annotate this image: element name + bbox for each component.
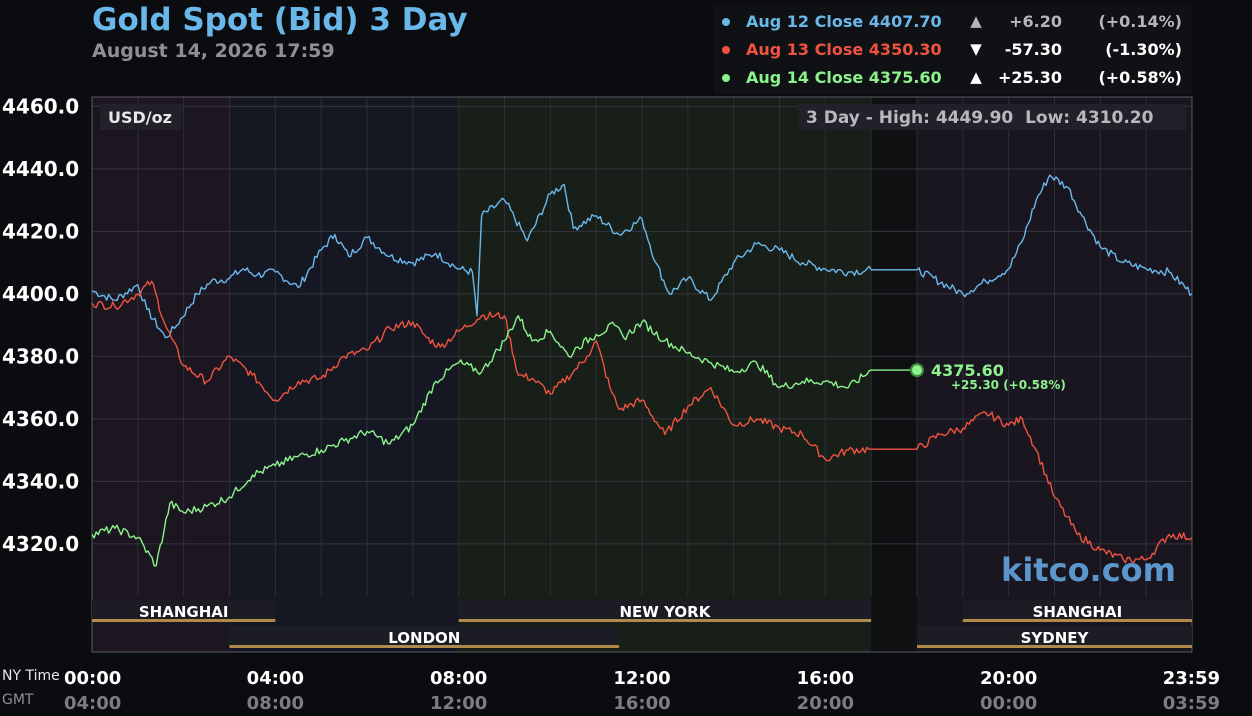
- session-bar: [962, 600, 1192, 622]
- x-tick-label-ny: 08:00: [430, 668, 487, 689]
- legend-label: Aug 12 Close 4407.70: [746, 12, 942, 31]
- x-tick-label-ny: 04:00: [247, 668, 304, 689]
- session-bar: [917, 626, 1192, 648]
- last-price-marker: 4375.60 +25.30 (+0.58%): [910, 361, 1066, 392]
- kitco-watermark: kitco.com: [1001, 551, 1176, 589]
- session-label: NEW YORK: [620, 603, 712, 621]
- y-tick-label: 4460.0: [2, 94, 79, 118]
- series-line-aug-12: [91, 174, 1193, 339]
- legend-dot-icon: [722, 74, 730, 82]
- chart-subtitle: August 14, 2026 17:59: [92, 40, 335, 62]
- stats-label: 3 Day - High: 4449.90 Low: 4310.20: [806, 108, 1154, 128]
- x-tick-label-ny: 12:00: [613, 668, 670, 689]
- session-shade: [92, 97, 230, 652]
- x-tick-label-ny: 16:00: [797, 668, 854, 689]
- legend-percent: (-1.30%): [1105, 40, 1182, 59]
- market-sessions: SHANGHAI NEW YORK SHANGHAI LONDON SYDNEY: [92, 600, 1192, 648]
- session-underline: [92, 619, 276, 622]
- unit-label: USD/oz: [108, 108, 172, 127]
- stats-label-box: [798, 104, 1186, 130]
- ny-time-caption: NY Time: [2, 668, 60, 684]
- legend-change: +6.20: [1009, 12, 1062, 31]
- session-underline: [458, 619, 872, 622]
- legend-label: Aug 14 Close 4375.60: [746, 68, 942, 87]
- series-lines: [91, 174, 1193, 567]
- legend-up-arrow-icon: ▲: [970, 12, 982, 30]
- legend-up-arrow-icon: ▲: [970, 68, 982, 86]
- x-tick-label-gmt: 04:00: [64, 693, 121, 714]
- legend-change: +25.30: [997, 68, 1062, 87]
- legend-entry-aug12: Aug 12 Close 4407.70 ▲ +6.20 (+0.14%): [714, 10, 1192, 34]
- x-tick-label-gmt: 03:59: [1163, 693, 1220, 714]
- session-label: SHANGHAI: [1033, 603, 1123, 621]
- y-tick-label: 4440.0: [2, 157, 79, 181]
- session-underline: [917, 645, 1192, 648]
- last-price-change: +25.30 (+0.58%): [951, 378, 1066, 392]
- legend-entry-aug13: Aug 13 Close 4350.30 ▼ -57.30 (-1.30%): [714, 38, 1192, 62]
- y-axis: 4320.0 4340.0 4360.0 4380.0 4400.0 4420.0 4440…: [2, 94, 79, 556]
- legend-percent: (+0.58%): [1098, 68, 1182, 87]
- session-shade: [871, 97, 917, 652]
- y-tick-label: 4400.0: [2, 282, 79, 306]
- session-underline: [962, 619, 1192, 622]
- x-tick-label-gmt: 20:00: [797, 693, 854, 714]
- session-label: SHANGHAI: [139, 603, 229, 621]
- legend-label: Aug 13 Close 4350.30: [746, 40, 942, 59]
- plot-border: [91, 96, 1193, 653]
- legend-change: -57.30: [1004, 40, 1062, 59]
- session-bar: [229, 626, 620, 648]
- x-axis: 00:00 04:00 04:00 08:00 08:00 12:00 12:00 16:00…: [64, 668, 1220, 714]
- gmt-caption: GMT: [2, 692, 34, 708]
- legend-down-arrow-icon: ▼: [970, 40, 982, 58]
- legend-dot-icon: [722, 18, 730, 26]
- x-tick-label-gmt: 16:00: [613, 693, 670, 714]
- last-price-value: 4375.60: [931, 361, 1004, 380]
- session-bar: [92, 600, 276, 622]
- x-tick-label-gmt: 12:00: [430, 693, 487, 714]
- session-bar: [458, 600, 872, 622]
- x-tick-label-gmt: 00:00: [980, 693, 1037, 714]
- session-label: SYDNEY: [1021, 629, 1090, 647]
- session-shade: [458, 97, 872, 652]
- session-label: LONDON: [388, 629, 460, 647]
- legend-percent: (+0.14%): [1098, 12, 1182, 31]
- unit-label-box: [100, 104, 182, 130]
- legend-dot-icon: [722, 46, 730, 54]
- y-tick-label: 4380.0: [2, 344, 79, 368]
- x-tick-label-ny: 20:00: [980, 668, 1037, 689]
- legend: Aug 12 Close 4407.70 ▲ +6.20 (+0.14%) Au…: [714, 4, 1192, 94]
- session-shade: [229, 97, 459, 652]
- last-price-dot: [910, 363, 924, 378]
- x-tick-label-gmt: 08:00: [247, 693, 304, 714]
- y-tick-label: 4360.0: [2, 407, 79, 431]
- chart-title: Gold Spot (Bid) 3 Day: [92, 2, 468, 38]
- x-tick-label-ny: 00:00: [64, 668, 121, 689]
- x-tick-label-ny: 23:59: [1163, 668, 1220, 689]
- y-tick-label: 4420.0: [2, 219, 79, 243]
- series-line-aug-14: [91, 315, 917, 567]
- series-line-aug-13: [91, 280, 1193, 564]
- legend-entry-aug14: Aug 14 Close 4375.60 ▲ +25.30 (+0.58%): [714, 66, 1192, 90]
- session-underline: [229, 645, 620, 648]
- y-tick-label: 4320.0: [2, 532, 79, 556]
- y-tick-label: 4340.0: [2, 469, 79, 493]
